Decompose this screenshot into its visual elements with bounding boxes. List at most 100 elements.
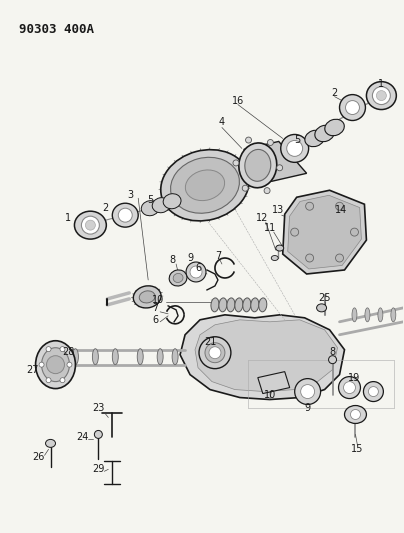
Ellipse shape [169, 270, 187, 286]
Ellipse shape [112, 203, 138, 227]
Text: 27: 27 [26, 365, 39, 375]
Ellipse shape [152, 198, 170, 213]
Text: 7: 7 [215, 251, 221, 261]
Text: 5: 5 [147, 195, 153, 205]
Polygon shape [244, 141, 307, 181]
Text: 6: 6 [195, 263, 201, 273]
Polygon shape [283, 190, 366, 274]
Circle shape [46, 346, 51, 352]
Ellipse shape [366, 82, 396, 110]
Circle shape [351, 409, 360, 419]
Ellipse shape [172, 349, 178, 365]
Text: 1: 1 [378, 79, 385, 88]
Text: 26: 26 [32, 453, 45, 462]
Text: 9: 9 [187, 253, 193, 263]
Ellipse shape [112, 349, 118, 365]
Ellipse shape [365, 308, 370, 322]
Ellipse shape [36, 341, 76, 389]
Text: 23: 23 [92, 402, 105, 413]
Text: 19: 19 [348, 373, 361, 383]
Circle shape [118, 208, 132, 222]
Ellipse shape [227, 298, 235, 312]
Ellipse shape [173, 273, 183, 282]
Ellipse shape [219, 298, 227, 312]
Text: 7: 7 [152, 303, 158, 313]
Ellipse shape [317, 304, 326, 312]
Circle shape [306, 254, 314, 262]
Ellipse shape [315, 125, 335, 142]
Ellipse shape [339, 377, 360, 399]
Circle shape [233, 160, 239, 166]
Text: 21: 21 [204, 337, 216, 347]
Circle shape [246, 137, 252, 143]
Text: 6: 6 [152, 315, 158, 325]
Polygon shape [258, 372, 290, 393]
Circle shape [264, 188, 270, 193]
Circle shape [67, 362, 72, 367]
Ellipse shape [42, 348, 69, 382]
Circle shape [377, 91, 386, 101]
Ellipse shape [133, 286, 161, 308]
Ellipse shape [141, 201, 159, 216]
Circle shape [39, 362, 44, 367]
Ellipse shape [239, 143, 277, 188]
Ellipse shape [295, 378, 321, 405]
Circle shape [82, 216, 99, 234]
Circle shape [190, 266, 202, 278]
Ellipse shape [271, 255, 278, 261]
Ellipse shape [185, 170, 225, 200]
Ellipse shape [211, 298, 219, 312]
Ellipse shape [245, 149, 271, 181]
Ellipse shape [339, 94, 366, 120]
Circle shape [301, 385, 315, 399]
Ellipse shape [186, 262, 206, 282]
Text: 24: 24 [76, 432, 88, 442]
Circle shape [242, 185, 248, 191]
Circle shape [306, 202, 314, 210]
Circle shape [95, 431, 102, 439]
Circle shape [328, 356, 337, 364]
Text: 14: 14 [335, 205, 348, 215]
Text: 9: 9 [305, 402, 311, 413]
Circle shape [287, 140, 303, 156]
Ellipse shape [364, 382, 383, 401]
Text: 16: 16 [232, 95, 244, 106]
Text: 5: 5 [295, 135, 301, 146]
Ellipse shape [199, 337, 231, 369]
Ellipse shape [205, 343, 225, 362]
Ellipse shape [391, 308, 396, 322]
Circle shape [345, 101, 360, 115]
Circle shape [368, 386, 379, 397]
Ellipse shape [325, 119, 344, 136]
Text: 4: 4 [219, 117, 225, 127]
Ellipse shape [251, 298, 259, 312]
Ellipse shape [259, 298, 267, 312]
Ellipse shape [137, 349, 143, 365]
Circle shape [60, 346, 65, 352]
Text: 15: 15 [351, 445, 364, 454]
Circle shape [209, 347, 221, 359]
Text: 2: 2 [102, 203, 108, 213]
Ellipse shape [157, 349, 163, 365]
Circle shape [277, 165, 283, 171]
Text: 90303 400A: 90303 400A [19, 23, 94, 36]
Text: 11: 11 [264, 223, 276, 233]
Polygon shape [180, 315, 345, 400]
Ellipse shape [46, 439, 55, 447]
Circle shape [336, 254, 343, 262]
Ellipse shape [163, 193, 181, 209]
Ellipse shape [235, 298, 243, 312]
Text: 3: 3 [127, 190, 133, 200]
Ellipse shape [243, 298, 251, 312]
Text: 10: 10 [264, 390, 276, 400]
Circle shape [351, 228, 358, 236]
Circle shape [336, 202, 343, 210]
Ellipse shape [378, 308, 383, 322]
Text: 10: 10 [152, 295, 164, 305]
Text: 2: 2 [331, 87, 338, 98]
Text: 29: 29 [92, 464, 105, 474]
Text: 13: 13 [271, 205, 284, 215]
Circle shape [291, 228, 299, 236]
Circle shape [372, 87, 390, 104]
Text: 12: 12 [256, 213, 268, 223]
